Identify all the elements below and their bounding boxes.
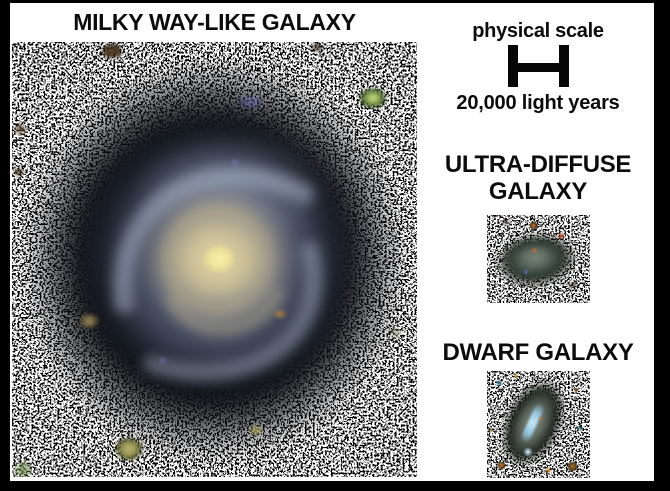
star-blob: [386, 326, 404, 340]
star-blob: [537, 416, 543, 421]
figure-panel: MILKY WAY-LIKE GALAXY: [10, 3, 654, 481]
scale-length-label: 20,000 light years: [456, 92, 620, 114]
star-blob: [500, 218, 510, 226]
star-blob: [487, 427, 494, 433]
scale-bar-right-cap: [558, 45, 569, 87]
star-blob: [522, 269, 529, 275]
star-blob: [512, 373, 519, 379]
right-column: physical scale 20,000 light years ULTRA-…: [418, 3, 654, 481]
star-blob: [576, 425, 583, 431]
star-blob: [556, 232, 565, 240]
star-blob: [358, 86, 388, 110]
star-blob: [528, 221, 538, 230]
star-blob: [308, 42, 326, 54]
star-blob: [12, 122, 28, 136]
star-blob: [496, 461, 506, 470]
ultra-diffuse-galaxy-label-line2: GALAXY: [488, 178, 588, 205]
star-blob: [158, 356, 168, 365]
star-blob: [12, 166, 26, 178]
ultra-diffuse-galaxy-image: [486, 215, 590, 303]
dwarf-galaxy-image: [486, 371, 590, 478]
star-blob: [530, 247, 538, 254]
star-blob: [12, 460, 34, 477]
star-blob: [566, 281, 579, 290]
star-blob: [78, 312, 100, 330]
galaxy-core: [202, 244, 236, 274]
scale-bar-icon: [507, 45, 569, 87]
star-blob: [572, 387, 579, 393]
ultra-diffuse-galaxy-label: ULTRA-DIFFUSE GALAXY: [418, 151, 654, 205]
star-blob: [544, 467, 552, 474]
star-blob: [494, 379, 503, 387]
star-blob: [114, 436, 144, 462]
star-blob: [230, 158, 240, 167]
scale-bar-crossbar: [512, 63, 564, 72]
ultra-diffuse-galaxy-label-line1: ULTRA-DIFFUSE: [444, 151, 632, 178]
star-blob: [234, 94, 268, 110]
milky-way-galaxy-image: [12, 42, 417, 477]
dwarf-galaxy-label: DWARF GALAXY: [442, 339, 634, 366]
physical-scale-label: physical scale: [472, 20, 604, 42]
milky-way-galaxy-title: MILKY WAY-LIKE GALAXY: [73, 9, 356, 35]
star-blob: [272, 308, 288, 320]
star-blob: [522, 447, 533, 457]
star-blob: [248, 424, 264, 437]
star-blob: [566, 461, 578, 472]
star-blob: [100, 42, 124, 60]
